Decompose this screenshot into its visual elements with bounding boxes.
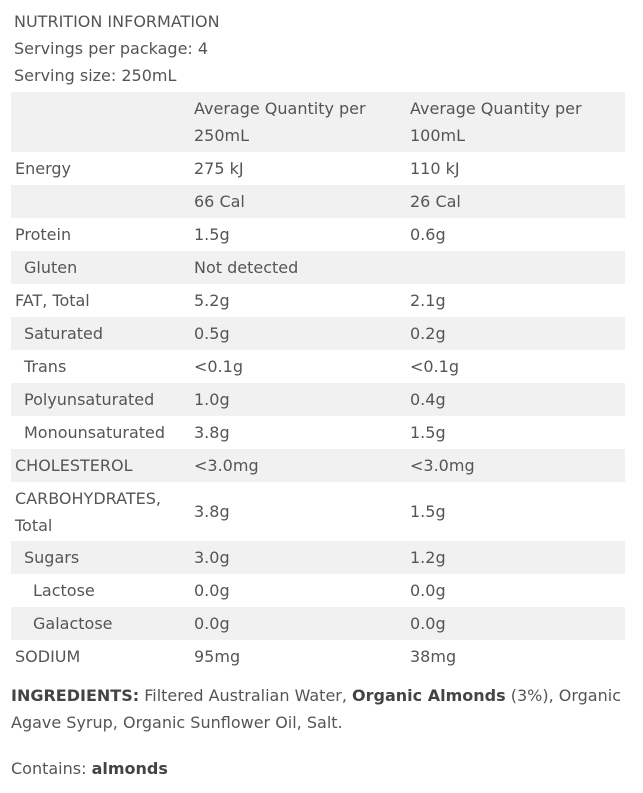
cell: 3.8g bbox=[194, 423, 230, 442]
row: CARBOHYDRATES, Total 3.8g 1.5g bbox=[11, 482, 625, 541]
cell: 38mg bbox=[410, 647, 457, 666]
cell: 0.6g bbox=[410, 225, 446, 244]
cell: 0.2g bbox=[406, 317, 625, 350]
ingredients-label: INGREDIENTS: bbox=[11, 686, 140, 705]
cell: SODIUM bbox=[15, 647, 81, 666]
row: 66 Cal 26 Cal bbox=[11, 185, 625, 218]
cell: 0.5g bbox=[190, 317, 406, 350]
cell: 26 Cal bbox=[406, 185, 625, 218]
cell: <3.0mg bbox=[406, 449, 625, 482]
cell: 0.0g bbox=[194, 581, 230, 600]
cell: 5.2g bbox=[194, 291, 230, 310]
row: Protein 1.5g 0.6g bbox=[11, 218, 625, 251]
row: Monounsaturated 3.8g 1.5g bbox=[11, 416, 625, 449]
row: Saturated 0.5g 0.2g bbox=[11, 317, 625, 350]
serving-size: Serving size: 250mL bbox=[14, 66, 177, 85]
row: CHOLESTEROL <3.0mg <3.0mg bbox=[11, 449, 625, 482]
ingredient-text: (3%), Organic Agave Syrup, Organic Sunfl… bbox=[11, 686, 621, 732]
cell: Gluten bbox=[11, 251, 190, 284]
row: Gluten Not detected bbox=[11, 251, 625, 284]
cell: 0.4g bbox=[406, 383, 625, 416]
cell: CARBOHYDRATES, Total bbox=[15, 488, 161, 535]
ingredients: INGREDIENTS: Filtered Australian Water, … bbox=[11, 682, 631, 736]
cell bbox=[11, 92, 190, 152]
row: Trans <0.1g <0.1g bbox=[11, 350, 625, 383]
row: Energy 275 kJ 110 kJ bbox=[11, 152, 625, 185]
row: Polyunsaturated 1.0g 0.4g bbox=[11, 383, 625, 416]
cell: 0.0g bbox=[190, 607, 406, 640]
cell: 1.5g bbox=[194, 225, 230, 244]
contains-label: Contains: bbox=[11, 759, 87, 778]
column-header: Average Quantity per 250mL bbox=[190, 92, 406, 152]
cell: 0.0g bbox=[406, 607, 625, 640]
cell: 3.0g bbox=[190, 541, 406, 574]
cell: 1.2g bbox=[406, 541, 625, 574]
row: SODIUM 95mg 38mg bbox=[11, 640, 625, 673]
cell: 2.1g bbox=[410, 291, 446, 310]
cell: CHOLESTEROL bbox=[11, 449, 190, 482]
cell: Lactose bbox=[33, 581, 95, 600]
cell: 0.0g bbox=[410, 581, 446, 600]
cell: <0.1g bbox=[410, 357, 460, 376]
cell: Trans bbox=[24, 357, 67, 376]
cell bbox=[11, 185, 190, 218]
nutrition-table: Average Quantity per 250mL Average Quanti… bbox=[11, 92, 625, 673]
cell bbox=[406, 251, 625, 284]
cell: Sugars bbox=[11, 541, 190, 574]
cell: 66 Cal bbox=[190, 185, 406, 218]
cell: 1.0g bbox=[190, 383, 406, 416]
cell: 1.5g bbox=[410, 423, 446, 442]
row: Galactose 0.0g 0.0g bbox=[11, 607, 625, 640]
title: NUTRITION INFORMATION bbox=[14, 12, 220, 31]
row: FAT, Total 5.2g 2.1g bbox=[11, 284, 625, 317]
cell: FAT, Total bbox=[15, 291, 90, 310]
cell: <3.0mg bbox=[190, 449, 406, 482]
cell: Energy bbox=[15, 159, 72, 178]
header: NUTRITION INFORMATION Servings per packa… bbox=[14, 8, 220, 89]
cell: <0.1g bbox=[194, 357, 244, 376]
cell: 1.5g bbox=[410, 502, 446, 521]
row: Lactose 0.0g 0.0g bbox=[11, 574, 625, 607]
cell: Saturated bbox=[11, 317, 190, 350]
cell: Galactose bbox=[11, 607, 190, 640]
cell: Not detected bbox=[190, 251, 406, 284]
cell: 110 kJ bbox=[410, 159, 460, 178]
cell: Protein bbox=[15, 225, 72, 244]
header-row: Average Quantity per 250mL Average Quanti… bbox=[11, 92, 625, 152]
cell: Monounsaturated bbox=[24, 423, 166, 442]
cell: Polyunsaturated bbox=[11, 383, 190, 416]
ingredient-text: Filtered Australian Water, bbox=[139, 686, 353, 705]
cell: 3.8g bbox=[194, 502, 230, 521]
allergen: almonds bbox=[91, 759, 168, 778]
servings: Servings per package: 4 bbox=[14, 39, 209, 58]
column-header: Average Quantity per 100mL bbox=[406, 92, 625, 152]
row: Sugars 3.0g 1.2g bbox=[11, 541, 625, 574]
ingredient-highlight: Organic Almonds bbox=[352, 686, 506, 705]
cell: 275 kJ bbox=[194, 159, 244, 178]
contains: Contains: almonds bbox=[11, 755, 168, 782]
cell: 95mg bbox=[194, 647, 241, 666]
